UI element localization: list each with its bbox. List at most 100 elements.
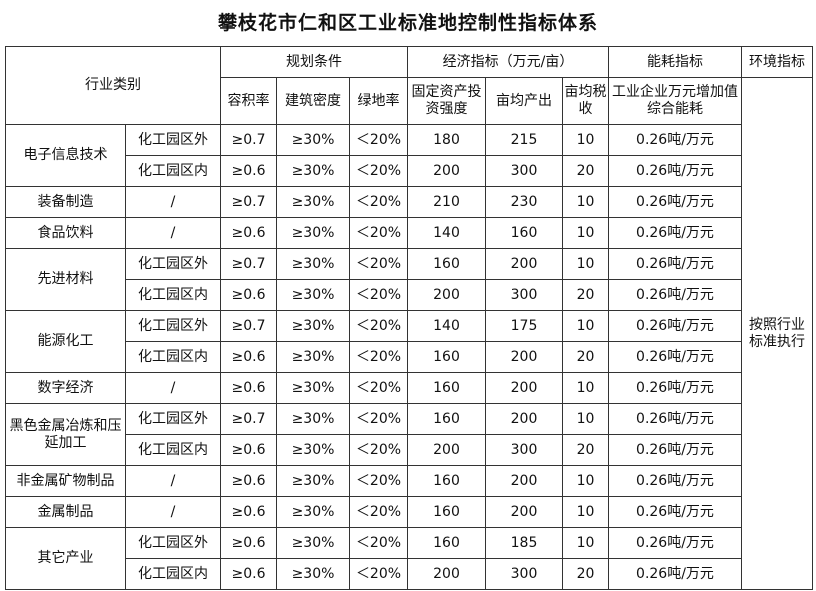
zone-cell: 化工园区外: [125, 248, 221, 280]
tax-cell: 10: [562, 372, 609, 404]
output-cell: 200: [485, 403, 563, 435]
tax-cell: 10: [562, 186, 609, 218]
green-ratio-cell: ＜20%: [349, 217, 408, 249]
energy-cell: 0.26吨/万元: [608, 496, 742, 528]
plot-ratio-cell: ≥0.7: [220, 124, 277, 156]
zone-cell: 化工园区外: [125, 527, 221, 559]
plot-ratio-cell: ≥0.6: [220, 527, 277, 559]
header-economic: 经济指标（万元/亩）: [407, 46, 609, 78]
header-industry: 行业类别: [5, 46, 221, 125]
header-tax-per-mu: 亩均税收: [562, 77, 609, 125]
tax-cell: 10: [562, 527, 609, 559]
density-cell: ≥30%: [276, 279, 350, 311]
tax-cell: 10: [562, 403, 609, 435]
tax-cell: 10: [562, 248, 609, 280]
table-row: 装备制造 / ≥0.7 ≥30% ＜20% 210 230 10 0.26吨/万元: [5, 186, 813, 218]
zone-cell: /: [125, 496, 221, 528]
industry-cell: 先进材料: [5, 248, 126, 311]
header-row-1: 行业类别 规划条件 经济指标（万元/亩） 能耗指标 环境指标: [5, 46, 813, 125]
density-cell: ≥30%: [276, 496, 350, 528]
density-cell: ≥30%: [276, 465, 350, 497]
investment-cell: 160: [407, 341, 486, 373]
output-cell: 200: [485, 496, 563, 528]
green-ratio-cell: ＜20%: [349, 403, 408, 435]
density-cell: ≥30%: [276, 310, 350, 342]
investment-cell: 200: [407, 155, 486, 187]
investment-cell: 200: [407, 279, 486, 311]
zone-cell: 化工园区外: [125, 310, 221, 342]
zone-cell: 化工园区内: [125, 279, 221, 311]
investment-cell: 160: [407, 527, 486, 559]
industry-cell: 数字经济: [5, 372, 126, 404]
table-row: 化工园区内 ≥0.6 ≥30% ＜20% 200 300 20 0.26吨/万元: [6, 155, 813, 187]
plot-ratio-cell: ≥0.6: [220, 434, 277, 466]
energy-cell: 0.26吨/万元: [608, 124, 742, 156]
green-ratio-cell: ＜20%: [349, 124, 408, 156]
energy-cell: 0.26吨/万元: [608, 248, 742, 280]
header-env: 环境指标: [741, 46, 813, 78]
energy-cell: 0.26吨/万元: [608, 403, 742, 435]
env-value: 按照行业标准执行: [741, 77, 813, 590]
header-planning: 规划条件: [220, 46, 408, 78]
tax-cell: 10: [562, 465, 609, 497]
output-cell: 160: [485, 217, 563, 249]
output-cell: 200: [485, 341, 563, 373]
density-cell: ≥30%: [276, 124, 350, 156]
density-cell: ≥30%: [276, 341, 350, 373]
header-energy-desc: 工业企业万元增加值综合能耗: [608, 77, 742, 125]
industry-cell: 能源化工: [5, 310, 126, 373]
green-ratio-cell: ＜20%: [349, 372, 408, 404]
density-cell: ≥30%: [276, 155, 350, 187]
plot-ratio-cell: ≥0.6: [220, 558, 277, 590]
zone-cell: 化工园区内: [125, 434, 221, 466]
investment-cell: 140: [407, 310, 486, 342]
green-ratio-cell: ＜20%: [349, 465, 408, 497]
output-cell: 300: [485, 434, 563, 466]
industry-cell: 非金属矿物制品: [5, 465, 126, 497]
density-cell: ≥30%: [276, 186, 350, 218]
energy-cell: 0.26吨/万元: [608, 558, 742, 590]
table-row: 食品饮料 / ≥0.6 ≥30% ＜20% 140 160 10 0.26吨/万元: [5, 217, 813, 249]
tax-cell: 20: [562, 558, 609, 590]
green-ratio-cell: ＜20%: [349, 341, 408, 373]
industry-cell: 装备制造: [5, 186, 126, 218]
table-row: 非金属矿物制品 / ≥0.6 ≥30% ＜20% 160 200 10 0.26吨/万元: [5, 465, 813, 497]
investment-cell: 160: [407, 465, 486, 497]
table-row: 数字经济 / ≥0.6 ≥30% ＜20% 160 200 10 0.26吨/万元: [5, 372, 813, 404]
green-ratio-cell: ＜20%: [349, 279, 408, 311]
energy-cell: 0.26吨/万元: [608, 434, 742, 466]
table-row: 其它产业 化工园区外 ≥0.6 ≥30% ＜20% 160 185 10 0.26吨/万元: [5, 527, 813, 590]
output-cell: 200: [485, 372, 563, 404]
output-cell: 175: [485, 310, 563, 342]
tax-cell: 20: [562, 434, 609, 466]
tax-cell: 10: [562, 217, 609, 249]
green-ratio-cell: ＜20%: [349, 434, 408, 466]
plot-ratio-cell: ≥0.6: [220, 341, 277, 373]
zone-cell: 化工园区外: [125, 124, 221, 156]
header-fixed-investment: 固定资产投资强度: [407, 77, 486, 125]
tax-cell: 10: [562, 496, 609, 528]
green-ratio-cell: ＜20%: [349, 248, 408, 280]
header-building-density: 建筑密度: [276, 77, 350, 125]
plot-ratio-cell: ≥0.7: [220, 403, 277, 435]
table-row: 电子信息技术 化工园区外 ≥0.7 ≥30% ＜20% 180 215 10 0.26吨/万元: [5, 124, 813, 187]
header-energy: 能耗指标: [608, 46, 742, 78]
plot-ratio-cell: ≥0.6: [220, 279, 277, 311]
investment-cell: 210: [407, 186, 486, 218]
plot-ratio-cell: ≥0.6: [220, 217, 277, 249]
header-plot-ratio: 容积率: [220, 77, 277, 125]
energy-cell: 0.26吨/万元: [608, 527, 742, 559]
plot-ratio-cell: ≥0.7: [220, 248, 277, 280]
zone-cell: /: [125, 372, 221, 404]
green-ratio-cell: ＜20%: [349, 527, 408, 559]
plot-ratio-cell: ≥0.7: [220, 310, 277, 342]
table-row: 黑色金属冶炼和压延加工 化工园区外 ≥0.7 ≥30% ＜20% 160 200 10 0.26…: [5, 403, 813, 466]
plot-ratio-cell: ≥0.7: [220, 186, 277, 218]
density-cell: ≥30%: [276, 434, 350, 466]
investment-cell: 160: [407, 403, 486, 435]
green-ratio-cell: ＜20%: [349, 186, 408, 218]
header-green-ratio: 绿地率: [349, 77, 408, 125]
tax-cell: 10: [562, 124, 609, 156]
industry-cell: 其它产业: [5, 527, 126, 590]
